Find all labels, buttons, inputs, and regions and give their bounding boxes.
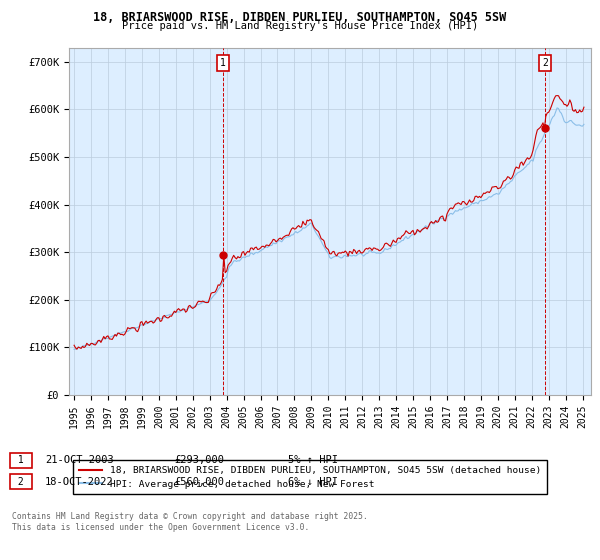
Text: 1: 1 <box>220 58 226 68</box>
Text: 18, BRIARSWOOD RISE, DIBDEN PURLIEU, SOUTHAMPTON, SO45 5SW: 18, BRIARSWOOD RISE, DIBDEN PURLIEU, SOU… <box>94 11 506 24</box>
Text: 5% ↑ HPI: 5% ↑ HPI <box>288 455 338 465</box>
Text: £560,000: £560,000 <box>174 477 224 487</box>
Text: 2: 2 <box>12 477 29 487</box>
Text: 21-OCT-2003: 21-OCT-2003 <box>45 455 114 465</box>
Text: 1: 1 <box>12 455 29 465</box>
Text: Contains HM Land Registry data © Crown copyright and database right 2025.
This d: Contains HM Land Registry data © Crown c… <box>12 512 368 532</box>
Text: 18-OCT-2022: 18-OCT-2022 <box>45 477 114 487</box>
Text: 6% ↓ HPI: 6% ↓ HPI <box>288 477 338 487</box>
Text: £293,000: £293,000 <box>174 455 224 465</box>
Text: 2: 2 <box>542 58 548 68</box>
Legend: 18, BRIARSWOOD RISE, DIBDEN PURLIEU, SOUTHAMPTON, SO45 5SW (detached house), HPI: 18, BRIARSWOOD RISE, DIBDEN PURLIEU, SOU… <box>73 460 547 494</box>
Text: Price paid vs. HM Land Registry's House Price Index (HPI): Price paid vs. HM Land Registry's House … <box>122 21 478 31</box>
